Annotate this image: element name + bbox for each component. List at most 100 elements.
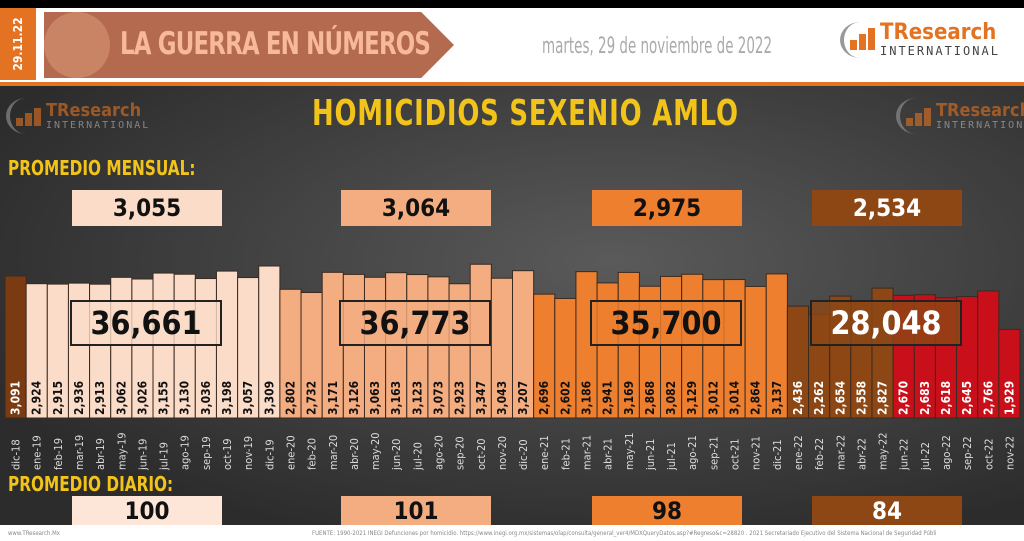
x-tick-label: abr-22 xyxy=(855,438,868,470)
x-tick-label: ago-19 xyxy=(179,435,192,470)
monthly-avg-heading: PROMEDIO MENSUAL: xyxy=(8,156,196,180)
data-label: 3,155 xyxy=(157,381,171,415)
daily-avg-box: 84 xyxy=(812,496,962,525)
x-tick-label: may-21 xyxy=(623,432,636,470)
data-label: 3,123 xyxy=(410,381,424,415)
data-label: 2,645 xyxy=(960,381,974,415)
x-tick-label: oct-19 xyxy=(221,438,234,470)
tresearch-logo: TResearch INTERNATIONAL xyxy=(840,22,1000,58)
data-label: 2,696 xyxy=(537,381,551,415)
x-tick-label: abr-21 xyxy=(602,438,615,470)
data-label: 3,309 xyxy=(262,381,276,415)
x-tick-label: jun-19 xyxy=(136,439,149,471)
data-label: 3,082 xyxy=(664,381,678,415)
x-tick-label: sep-19 xyxy=(200,436,213,470)
x-tick-label: sep-20 xyxy=(454,436,467,470)
x-tick-label: jul-22 xyxy=(919,442,932,471)
x-tick-label: nov-22 xyxy=(1003,436,1016,470)
data-label: 2,262 xyxy=(812,381,826,415)
x-tick-label: mar-20 xyxy=(327,435,340,470)
x-tick-label: may-20 xyxy=(369,432,382,470)
top-strip xyxy=(0,0,1024,8)
x-tick-label: ene-21 xyxy=(538,435,551,470)
data-label: 3,137 xyxy=(770,381,784,415)
data-label: 3,169 xyxy=(622,381,636,415)
footer-site: www.TResearch.Mx xyxy=(8,530,60,537)
x-tick-label: mar-21 xyxy=(581,435,594,470)
data-label: 3,043 xyxy=(495,381,509,415)
watermark-logo-left: TResearch INTERNATIONAL xyxy=(6,98,150,134)
data-label: 2,936 xyxy=(72,381,86,415)
data-label: 2,732 xyxy=(305,381,319,415)
data-label: 3,347 xyxy=(474,381,488,415)
data-label: 3,186 xyxy=(580,381,594,415)
x-tick-label: oct-21 xyxy=(729,438,742,470)
data-label: 2,558 xyxy=(854,381,868,415)
data-label: 3,130 xyxy=(178,381,192,415)
data-label: 3,063 xyxy=(368,381,382,415)
data-label: 3,207 xyxy=(516,381,530,415)
map-globe-icon xyxy=(44,12,110,78)
logo-sub: INTERNATIONAL xyxy=(936,119,1024,131)
data-label: 2,864 xyxy=(749,380,763,415)
data-label: 3,062 xyxy=(114,381,128,415)
data-label: 3,073 xyxy=(431,381,445,415)
data-label: 2,827 xyxy=(876,381,890,415)
x-tick-label: dic-21 xyxy=(771,439,784,470)
logo-sub: INTERNATIONAL xyxy=(46,119,151,131)
x-tick-label: mar-19 xyxy=(73,435,86,470)
x-tick-label: ene-19 xyxy=(31,435,44,470)
x-tick-label: oct-22 xyxy=(982,438,995,470)
x-tick-label: jun-21 xyxy=(644,439,657,471)
data-label: 3,014 xyxy=(728,380,742,415)
data-label: 2,670 xyxy=(897,381,911,415)
x-tick-label: jul-21 xyxy=(665,442,678,471)
x-tick-label: sep-22 xyxy=(961,436,974,470)
data-label: 2,913 xyxy=(93,381,107,415)
x-tick-label: may-19 xyxy=(115,432,128,470)
x-tick-label: mar-22 xyxy=(834,435,847,470)
logo-text: TResearch xyxy=(880,20,997,45)
x-tick-label: jun-22 xyxy=(898,439,911,471)
data-label: 2,654 xyxy=(833,380,847,415)
annual-total-box: 35,700 xyxy=(590,300,742,346)
data-label: 3,036 xyxy=(199,381,213,415)
monthly-avg-box: 2,975 xyxy=(592,190,742,226)
data-label: 2,436 xyxy=(791,381,805,415)
data-label: 3,091 xyxy=(9,381,23,415)
monthly-avg-box: 2,534 xyxy=(812,190,962,226)
logo-chart-icon xyxy=(6,98,46,134)
data-label: 3,057 xyxy=(241,381,255,415)
logo-sub: INTERNATIONAL xyxy=(880,44,1000,58)
monthly-avg-box: 3,055 xyxy=(72,190,222,226)
bar-nov-22 xyxy=(998,328,1021,419)
date-tab: 29.11.22 xyxy=(0,8,36,80)
footer: www.TResearch.Mx FUENTE: 1990-2021 INEGI… xyxy=(0,525,1024,541)
header: 29.11.22 LA GUERRA EN NÚMEROS martes, 29… xyxy=(0,8,1024,82)
x-tick-label: feb-21 xyxy=(559,438,572,470)
x-tick-label: feb-20 xyxy=(306,438,319,470)
x-tick-label: abr-19 xyxy=(94,438,107,470)
logo-chart-icon xyxy=(896,98,936,134)
data-label: 3,171 xyxy=(326,381,340,415)
x-tick-label: jun-20 xyxy=(390,439,403,471)
footer-source: FUENTE: 1990-2021 INEGI Defunciones por … xyxy=(312,530,937,537)
x-tick-label: ago-21 xyxy=(686,435,699,470)
data-label: 3,163 xyxy=(389,381,403,415)
x-tick-label: nov-20 xyxy=(496,436,509,470)
header-date: martes, 29 de noviembre de 2022 xyxy=(542,34,773,59)
data-label: 3,026 xyxy=(135,381,149,415)
banner-title: LA GUERRA EN NÚMEROS xyxy=(120,26,431,62)
logo-chart-icon xyxy=(840,22,880,58)
x-tick-label: ene-22 xyxy=(792,435,805,470)
data-label: 1,929 xyxy=(1002,381,1016,415)
x-tick-label: feb-19 xyxy=(52,438,65,470)
daily-avg-box: 100 xyxy=(72,496,222,525)
data-label: 2,618 xyxy=(939,381,953,415)
data-label: 2,924 xyxy=(30,380,44,415)
data-label: 3,198 xyxy=(220,381,234,415)
data-label: 2,602 xyxy=(558,381,572,415)
x-tick-label: dic-19 xyxy=(263,439,276,470)
x-tick-label: jul-20 xyxy=(411,442,424,471)
x-tick-label: nov-21 xyxy=(750,436,763,470)
